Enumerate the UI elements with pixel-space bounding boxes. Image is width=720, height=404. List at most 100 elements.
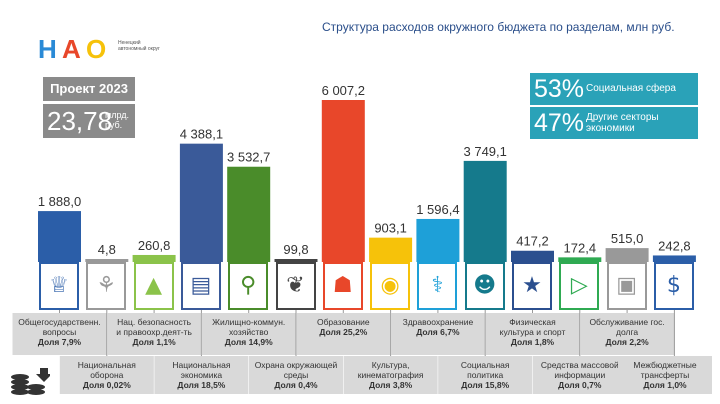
value-label: 1 888,0 <box>38 194 81 209</box>
bar <box>132 254 176 262</box>
bar <box>227 166 271 262</box>
value-label: 4 388,1 <box>180 127 223 142</box>
category-box <box>201 313 296 355</box>
bar <box>321 100 365 262</box>
bar <box>38 211 81 262</box>
water-tap-icon: ⚲ <box>228 262 269 310</box>
value-label: 515,0 <box>611 231 644 246</box>
category-label: Здравоохранение <box>403 317 474 327</box>
logo-letter: Н <box>38 34 57 64</box>
share-label: Доля 3,8% <box>369 380 413 390</box>
value-label: 260,8 <box>138 238 171 253</box>
money-bag-icon: $ <box>653 262 694 310</box>
category-box <box>249 356 343 394</box>
share-label: Социальная сфера <box>586 83 676 94</box>
bar <box>463 160 507 262</box>
category-label: Межбюджетные трансферты <box>633 360 696 380</box>
bar <box>605 248 649 262</box>
category-box <box>438 356 533 394</box>
value-label: 3 532,7 <box>227 150 270 165</box>
logo-subtitle: Ненецкий автономный округ <box>118 40 160 52</box>
bar <box>652 255 696 262</box>
category-label: Жилищно-коммун. хозяйство <box>212 317 285 337</box>
share-label: Доля 0,7% <box>558 380 602 390</box>
share-label: Доля 14,9% <box>225 337 273 347</box>
category-box <box>296 313 391 355</box>
logo: Н А О Ненецкий автономный округ <box>38 34 160 64</box>
leaf-icon: ❦ <box>275 262 316 310</box>
category-box <box>618 356 712 394</box>
bar <box>274 259 318 262</box>
share-label: Доля 0,4% <box>274 380 318 390</box>
share-other: 47% Другие секторы экономики <box>530 107 698 139</box>
logo-letter: О <box>86 34 107 64</box>
category-box <box>532 356 627 394</box>
film-camera-icon: ◉ <box>370 262 411 310</box>
shield-icon: ⚘ <box>86 262 127 310</box>
category-label: Охрана окружающей среды <box>255 360 338 380</box>
coins-icon <box>11 368 50 395</box>
category-box <box>107 313 202 355</box>
emblem-icon: ♕ <box>39 262 79 310</box>
category-label: Культура, кинематография <box>358 360 424 380</box>
category-label: Обслуживание гос. долга <box>589 317 664 337</box>
logo-letter: А <box>62 34 81 64</box>
value-label: 903,1 <box>374 221 407 236</box>
bar <box>558 257 602 262</box>
road-icon: ▤ <box>180 262 221 310</box>
category-box <box>12 313 107 355</box>
value-label: 242,8 <box>658 238 691 253</box>
share-social: 53% Социальная сфера <box>530 73 698 105</box>
value-label: 6 007,2 <box>322 83 365 98</box>
value-label: 4,8 <box>98 242 116 257</box>
share-label: Доля 18,5% <box>177 380 225 390</box>
category-box <box>390 313 485 355</box>
share-label: Доля 2,2% <box>605 337 649 347</box>
bar <box>85 259 129 262</box>
share-label: Доля 15,8% <box>461 380 509 390</box>
project-amount: 23,78 <box>47 106 113 136</box>
category-box <box>59 356 154 394</box>
share-label: Доля 1,1% <box>132 337 176 347</box>
value-label: 417,2 <box>516 234 549 249</box>
share-label: Доля 0,02% <box>83 380 131 390</box>
family-icon: ☻ <box>464 262 505 310</box>
category-label: Нац. безопасность и правоохр.деят-ть <box>116 317 192 337</box>
category-label: Средства массовой информации <box>541 360 619 380</box>
value-label: 99,8 <box>283 242 308 257</box>
podium-icon: ★ <box>512 262 552 310</box>
category-box <box>154 356 249 394</box>
share-label: Доля 6,7% <box>416 327 460 337</box>
medical-icon: ⚕ <box>417 262 458 310</box>
value-label: 3 749,1 <box>464 144 507 159</box>
category-box <box>580 313 675 355</box>
share-label: Доля 7,9% <box>38 337 82 347</box>
megaphone-icon: ▷ <box>559 262 600 310</box>
category-label: Национальная оборона <box>78 360 136 380</box>
bar <box>511 250 554 262</box>
share-label: Доля 25,2% <box>319 327 367 337</box>
value-label: 1 596,4 <box>416 202 459 217</box>
category-label: Физическая культура и спорт <box>500 317 566 337</box>
share-pct: 47% <box>534 109 585 137</box>
bar <box>179 143 223 262</box>
briefcase-icon: ▣ <box>606 262 647 310</box>
share-label: Доля 1,0% <box>643 380 687 390</box>
student-desk-icon: ☗ <box>322 262 363 310</box>
project-unit: млрд. руб. <box>105 110 129 130</box>
category-label: Образование <box>317 317 370 327</box>
project-amount-box: 23,78 млрд. руб. <box>43 104 135 138</box>
category-box <box>343 356 438 394</box>
bar <box>369 237 413 262</box>
chart-title: Структура расходов окружного бюджета по … <box>322 20 675 34</box>
category-label: Общегосударственн. вопросы <box>18 317 100 337</box>
share-label: Другие секторы экономики <box>586 112 659 134</box>
category-label: Социальная политика <box>461 360 510 380</box>
share-label: Доля 1,8% <box>511 337 555 347</box>
project-label: Проект 2023 <box>43 77 135 101</box>
value-label: 172,4 <box>564 240 597 255</box>
police-cap-icon: ▲ <box>133 262 174 310</box>
category-box <box>485 313 580 355</box>
category-label: Национальная экономика <box>172 360 230 380</box>
